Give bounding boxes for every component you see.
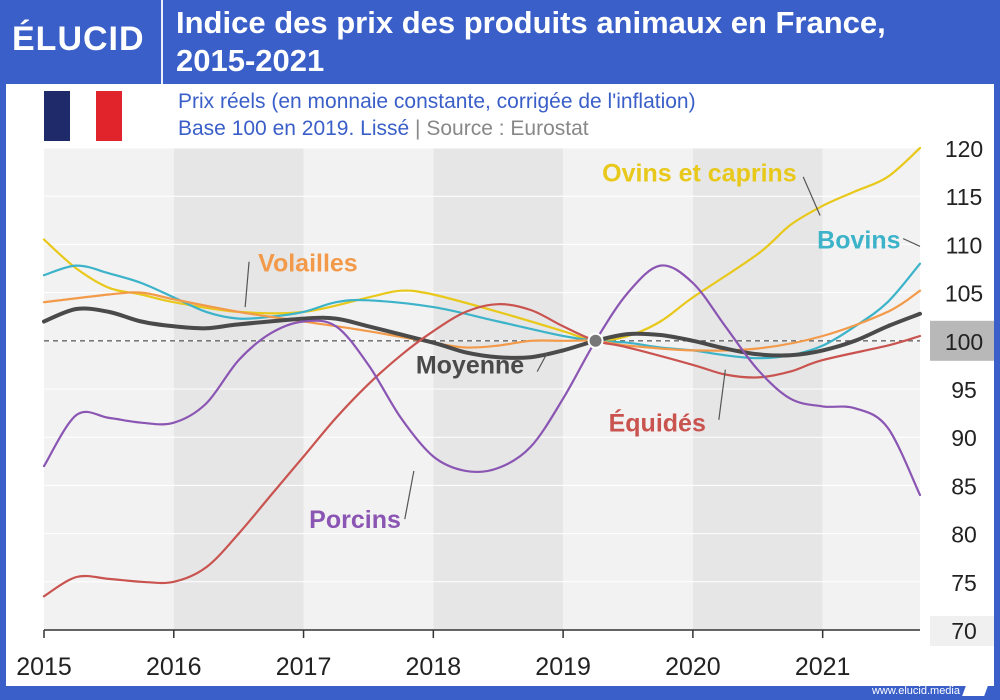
series-line-volailles (42, 289, 922, 352)
page-title: Indice des prix des produits animaux en … (176, 4, 986, 80)
series-label-porcins: Porcins (309, 506, 401, 534)
x-tick-label: 2018 (406, 653, 462, 681)
subtitle-source: Source : Eurostat (426, 117, 589, 140)
y-tick-label: 120 (945, 136, 983, 162)
y-tick-label: 70 (951, 618, 977, 644)
y-tick-label: 85 (951, 473, 977, 499)
subtitle-base: Base 100 en 2019. Lissé (178, 117, 410, 140)
title-line-1: Indice des prix des produits animaux en … (176, 5, 886, 40)
x-tick-label: 2017 (276, 653, 332, 681)
series-label-moyenne: Moyenne (416, 352, 524, 380)
footer-logo-icon (962, 686, 988, 696)
y-tick-label: 95 (951, 377, 977, 403)
y-tick-label: 90 (951, 425, 977, 451)
footer-url[interactable]: www.elucid.media (871, 685, 960, 697)
flag-stripe-white (70, 91, 96, 141)
series-line-moyenne (42, 306, 922, 360)
base-point-marker (587, 332, 604, 349)
y-tick-label: 80 (951, 522, 977, 548)
series-label-bovins: Bovins (817, 226, 900, 254)
leader-line-volailles (244, 261, 250, 308)
france-flag-icon (44, 91, 122, 141)
flag-stripe-red (96, 91, 122, 141)
subtitle-line-1: Prix réels (en monnaie constante, corrig… (178, 90, 696, 113)
x-tick-label: 2016 (146, 653, 202, 681)
series-line-porcins (42, 264, 922, 497)
brand-logo: ÉLUCID (12, 20, 145, 58)
chart-subtitle: Prix réels (en monnaie constante, corrig… (178, 88, 696, 142)
y-tick-label: 105 (945, 281, 983, 307)
title-line-2: 2015-2021 (176, 43, 325, 78)
series-label-equides: Équidés (609, 408, 706, 437)
x-tick-label: 2021 (795, 653, 851, 681)
y-tick-label: 75 (951, 570, 977, 596)
series-label-ovins-et-caprins: Ovins et caprins (602, 160, 797, 188)
leader-line-bovins (902, 238, 921, 247)
y-tick-highlight (930, 616, 994, 646)
header-divider (161, 0, 163, 84)
series-line-equides (42, 303, 922, 598)
leader-line-equides (718, 369, 726, 420)
x-tick-label: 2019 (535, 653, 591, 681)
y-tick-label: 100 (945, 329, 983, 355)
subtitle-line-2: Base 100 en 2019. Lissé | Source : Euros… (178, 115, 696, 142)
x-tick-label: 2020 (665, 653, 721, 681)
y-tick-label: 110 (946, 232, 983, 258)
leader-line-moyenne (536, 352, 549, 372)
leader-line-ovins-et-caprins (802, 176, 821, 216)
subtitle-separator: | (415, 117, 421, 140)
header: ÉLUCID Indice des prix des produits anim… (0, 0, 1000, 84)
y-tick-label: 115 (946, 184, 983, 210)
x-tick-label: 2015 (16, 653, 72, 681)
leader-line-porcins (404, 470, 415, 520)
series-label-volailles: Volailles (258, 249, 358, 277)
series-line-ovins-et-caprins (42, 146, 922, 343)
flag-stripe-blue (44, 91, 70, 141)
y-tick-highlight (930, 320, 994, 361)
